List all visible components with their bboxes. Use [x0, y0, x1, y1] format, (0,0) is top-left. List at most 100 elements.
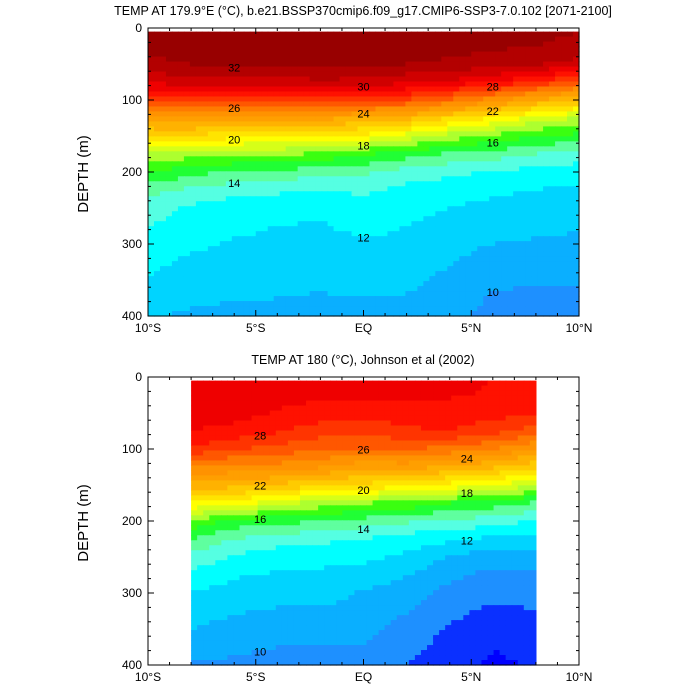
temperature-cell — [243, 41, 251, 48]
temperature-cell — [525, 166, 532, 172]
temperature-cell — [189, 186, 197, 192]
temperature-cell — [429, 31, 436, 38]
temperature-cell — [159, 126, 167, 132]
temperature-cell — [243, 121, 251, 127]
temperature-cell — [387, 246, 395, 252]
temperature-cell — [447, 211, 454, 217]
temperature-cell — [237, 271, 245, 277]
temperature-cell — [501, 31, 508, 38]
temperature-cell — [261, 201, 269, 207]
temperature-cell — [369, 91, 377, 98]
temperature-cell — [219, 71, 227, 78]
temperature-cell — [396, 410, 404, 417]
temperature-cell — [483, 281, 490, 287]
temperature-cell — [324, 395, 331, 402]
temperature-cell — [459, 201, 466, 207]
temperature-cell — [445, 400, 452, 407]
temperature-cell — [148, 136, 155, 142]
temperature-cell — [555, 241, 562, 247]
temperature-cell — [366, 435, 374, 442]
temperature-cell — [441, 51, 448, 58]
temperature-cell — [453, 246, 460, 252]
temperature-cell — [243, 156, 251, 162]
temperature-cell — [285, 131, 293, 137]
temperature-cell — [505, 400, 513, 407]
temperature-cell — [225, 86, 233, 93]
temperature-cell — [487, 430, 495, 437]
temperature-cell — [423, 141, 430, 147]
temperature-cell — [191, 435, 198, 442]
temperature-cell — [177, 121, 185, 127]
temperature-cell — [219, 276, 227, 282]
temperature-cell — [153, 201, 161, 207]
temperature-cell — [519, 61, 526, 68]
temperature-cell — [523, 435, 531, 442]
temperature-cell — [441, 181, 448, 187]
temperature-cell — [287, 380, 295, 387]
temperature-cell — [351, 246, 359, 252]
temperature-cell — [195, 71, 203, 78]
temperature-cell — [249, 246, 257, 252]
temperature-cell — [517, 425, 525, 432]
temperature-cell — [213, 106, 221, 113]
temperature-cell — [567, 101, 574, 108]
temperature-cell — [390, 405, 398, 412]
temperature-cell — [327, 56, 335, 63]
temperature-cell — [519, 196, 526, 202]
temperature-cell — [148, 211, 155, 217]
temperature-cell — [399, 161, 407, 167]
temperature-cell — [453, 251, 460, 257]
temperature-cell — [393, 291, 401, 297]
temperature-cell — [195, 96, 203, 103]
temperature-cell — [333, 196, 341, 202]
temperature-cell — [177, 206, 185, 212]
temperature-cell — [281, 420, 289, 427]
temperature-cell — [207, 226, 215, 232]
temperature-cell — [159, 31, 167, 38]
temperature-cell — [429, 291, 436, 297]
temperature-cell — [261, 231, 269, 237]
temperature-cell — [381, 51, 389, 58]
temperature-cell — [543, 141, 550, 147]
temperature-cell — [417, 226, 424, 232]
temperature-cell — [561, 251, 568, 257]
temperature-cell — [177, 161, 185, 167]
temperature-cell — [543, 46, 550, 53]
temperature-cell — [345, 51, 353, 58]
temperature-cell — [183, 111, 191, 118]
temperature-cell — [405, 186, 412, 192]
temperature-cell — [318, 380, 325, 387]
temperature-cell — [471, 31, 478, 38]
temperature-cell — [291, 91, 299, 98]
temperature-cell — [159, 181, 167, 187]
temperature-cell — [441, 31, 448, 38]
temperature-cell — [537, 146, 544, 152]
temperature-cell — [471, 176, 478, 182]
temperature-cell — [465, 236, 472, 242]
temperature-cell — [439, 380, 446, 387]
temperature-cell — [261, 116, 269, 123]
temperature-cell — [351, 306, 359, 312]
temperature-cell — [321, 196, 329, 202]
temperature-cell — [183, 266, 191, 272]
temperature-cell — [360, 445, 368, 452]
temperature-cell — [489, 46, 496, 53]
temperature-cell — [459, 286, 466, 292]
temperature-cell — [293, 400, 301, 407]
temperature-cell — [363, 51, 371, 58]
temperature-cell — [411, 186, 418, 192]
temperature-cell — [372, 410, 380, 417]
temperature-cell — [573, 181, 580, 187]
temperature-cell — [451, 400, 458, 407]
temperature-cell — [417, 96, 424, 103]
temperature-cell — [213, 31, 221, 38]
temperature-cell — [303, 141, 311, 147]
temperature-cell — [195, 111, 203, 118]
temperature-cell — [459, 156, 466, 162]
temperature-cell — [441, 211, 448, 217]
temperature-cell — [148, 81, 155, 88]
temperature-cell — [225, 181, 233, 187]
temperature-cell — [189, 41, 197, 48]
temperature-cell — [445, 415, 452, 422]
temperature-cell — [561, 231, 568, 237]
